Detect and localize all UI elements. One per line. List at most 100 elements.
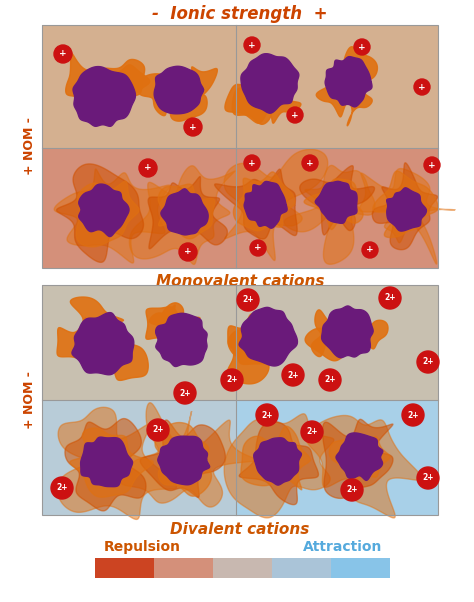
Polygon shape: [138, 74, 179, 116]
Polygon shape: [233, 172, 295, 231]
Polygon shape: [225, 76, 278, 123]
Polygon shape: [129, 166, 235, 264]
Bar: [42, 285, 236, 400]
Circle shape: [319, 369, 341, 391]
Polygon shape: [228, 314, 260, 356]
Polygon shape: [140, 420, 225, 497]
Polygon shape: [300, 166, 374, 235]
Polygon shape: [373, 171, 438, 238]
Polygon shape: [239, 308, 297, 366]
Text: 2+: 2+: [422, 474, 434, 482]
Text: 2+: 2+: [56, 483, 68, 492]
Circle shape: [174, 382, 196, 404]
Text: +: +: [59, 49, 67, 58]
Bar: [236, 400, 438, 515]
Text: +: +: [291, 111, 299, 120]
Polygon shape: [105, 60, 145, 99]
Circle shape: [244, 37, 260, 53]
Polygon shape: [72, 312, 134, 375]
Polygon shape: [70, 428, 153, 497]
Bar: [42, 148, 236, 268]
Text: -  Ionic strength  +: - Ionic strength +: [152, 5, 328, 23]
Text: 2+: 2+: [287, 370, 299, 379]
Bar: [236, 25, 438, 148]
Bar: [154, 558, 213, 578]
Text: +: +: [418, 82, 426, 92]
Circle shape: [221, 369, 243, 391]
Polygon shape: [359, 169, 455, 264]
Polygon shape: [306, 415, 423, 518]
Polygon shape: [387, 188, 427, 231]
Circle shape: [424, 157, 440, 173]
Bar: [42, 400, 236, 515]
Text: 2+: 2+: [384, 294, 396, 302]
Polygon shape: [57, 408, 177, 520]
Bar: [272, 558, 331, 578]
Circle shape: [244, 155, 260, 171]
Bar: [95, 558, 154, 578]
Polygon shape: [149, 305, 185, 343]
Circle shape: [51, 477, 73, 499]
Circle shape: [237, 289, 259, 311]
Polygon shape: [345, 76, 372, 126]
Text: +: +: [358, 43, 366, 52]
Text: Monovalent cations: Monovalent cations: [156, 275, 324, 290]
Polygon shape: [241, 426, 310, 490]
Polygon shape: [161, 189, 208, 235]
Text: Repulsion: Repulsion: [104, 540, 181, 554]
Circle shape: [414, 79, 430, 95]
Polygon shape: [54, 169, 170, 263]
Polygon shape: [336, 433, 383, 480]
Polygon shape: [228, 330, 269, 364]
Polygon shape: [232, 84, 271, 125]
Polygon shape: [224, 414, 334, 518]
Polygon shape: [264, 82, 301, 123]
Bar: [213, 558, 272, 578]
Polygon shape: [79, 184, 129, 237]
Circle shape: [341, 479, 363, 501]
Text: +: +: [144, 164, 152, 173]
Polygon shape: [228, 334, 270, 384]
Polygon shape: [158, 184, 215, 239]
Text: Divalent cations: Divalent cations: [170, 521, 310, 536]
Polygon shape: [315, 181, 357, 223]
Circle shape: [54, 45, 72, 63]
Text: +: +: [184, 247, 192, 256]
Polygon shape: [155, 423, 211, 496]
Text: 2+: 2+: [179, 388, 191, 397]
Polygon shape: [244, 181, 287, 228]
Circle shape: [301, 421, 323, 443]
Text: 2+: 2+: [242, 296, 254, 305]
Bar: [236, 285, 438, 400]
Polygon shape: [148, 176, 228, 249]
Polygon shape: [170, 93, 207, 121]
Bar: [42, 285, 438, 515]
Polygon shape: [344, 47, 377, 81]
Circle shape: [250, 240, 266, 256]
Polygon shape: [154, 66, 203, 114]
Polygon shape: [162, 303, 200, 335]
Polygon shape: [56, 164, 144, 262]
Text: + NOM -: + NOM -: [24, 371, 36, 429]
Polygon shape: [322, 420, 393, 498]
Text: +: +: [428, 161, 436, 170]
Polygon shape: [92, 65, 150, 102]
Polygon shape: [155, 313, 207, 367]
Circle shape: [256, 404, 278, 426]
Text: +: +: [248, 158, 256, 167]
Bar: [42, 25, 438, 268]
Polygon shape: [311, 310, 345, 356]
Polygon shape: [316, 75, 351, 117]
Polygon shape: [304, 179, 363, 229]
Polygon shape: [70, 297, 123, 343]
Polygon shape: [325, 57, 372, 107]
Circle shape: [417, 467, 439, 489]
Circle shape: [184, 118, 202, 136]
Circle shape: [362, 242, 378, 258]
Polygon shape: [65, 418, 146, 511]
Polygon shape: [73, 67, 136, 126]
Polygon shape: [81, 437, 133, 486]
Text: 2+: 2+: [306, 427, 318, 436]
Bar: [331, 558, 390, 578]
Circle shape: [139, 159, 157, 177]
